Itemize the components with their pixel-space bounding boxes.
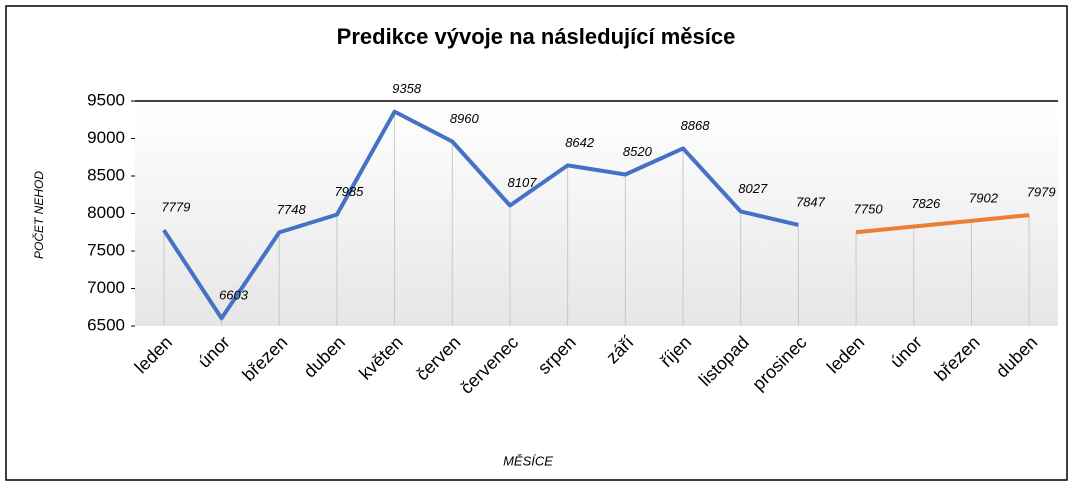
series-line [162,109,799,321]
data-label: 8520 [623,144,653,159]
y-tick-label: 6500 [87,315,125,334]
data-label: 6603 [219,288,249,303]
plot-area [135,101,1058,326]
data-label: 8642 [565,135,595,150]
chart-title: Predikce vývoje na následující měsíce [337,24,736,49]
data-label: 7748 [277,202,307,217]
data-label: 7750 [854,202,884,217]
data-label: 8868 [681,118,711,133]
data-label: 7847 [796,194,826,209]
data-label: 9358 [392,81,422,96]
x-axis-label: MĚSÍCE [503,453,553,468]
y-tick-label: 8000 [87,203,125,222]
data-label: 7779 [161,200,190,215]
y-tick-label: 9500 [87,90,125,109]
y-tick-label: 8500 [87,165,125,184]
y-tick-label: 9000 [87,128,125,147]
data-label: 7826 [911,196,941,211]
data-label: 7979 [1027,185,1056,200]
data-label: 7985 [334,184,364,199]
y-axis-label: POČET NEHOD [31,171,46,259]
data-label: 8960 [450,111,480,126]
series-line [855,213,1030,235]
data-label: 8027 [738,181,768,196]
data-label: 8107 [508,175,538,190]
data-label: 7902 [969,190,999,205]
y-tick-label: 7500 [87,240,125,259]
y-tick-label: 7000 [87,278,125,297]
